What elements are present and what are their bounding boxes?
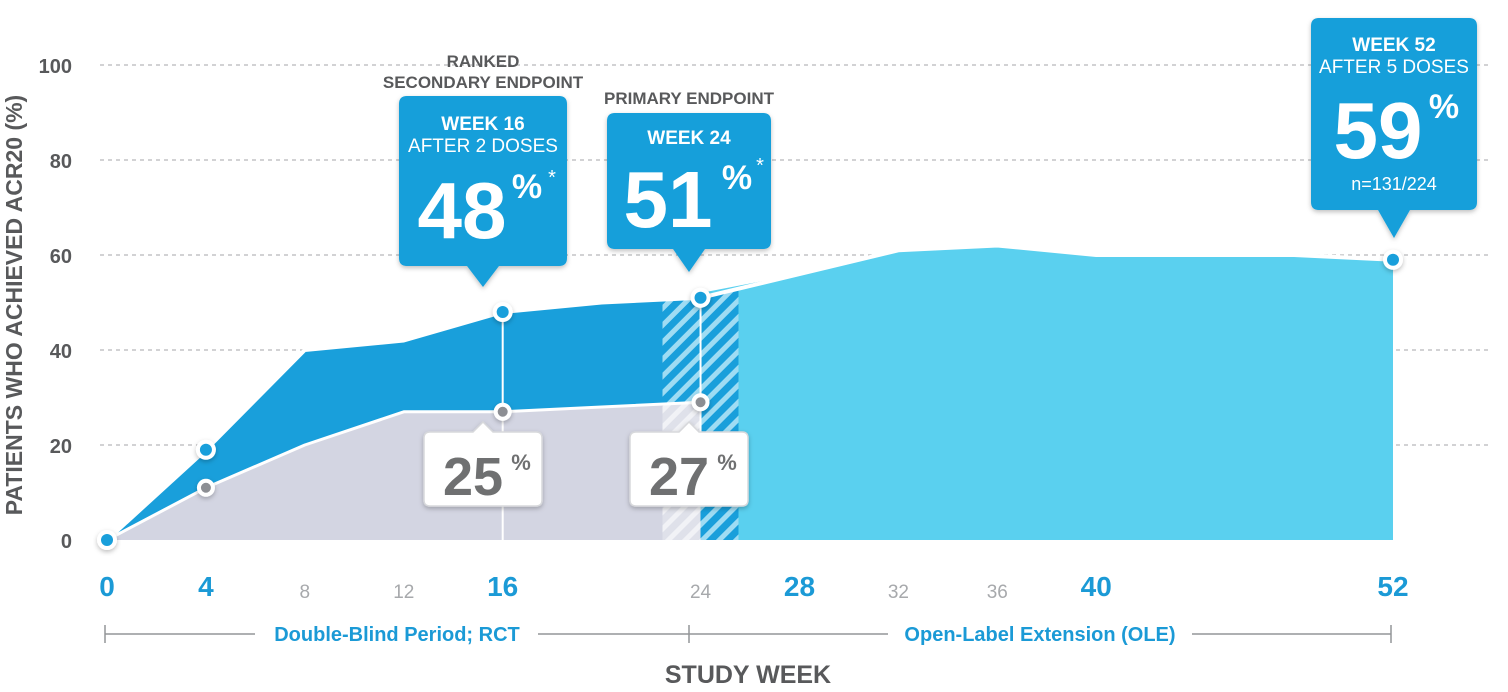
callout-wk16-box xyxy=(399,96,567,287)
x-tick-label-4: 4 xyxy=(198,571,214,602)
callout-wk24-value: 51 xyxy=(624,155,713,244)
data-areas xyxy=(107,245,1393,540)
marker-active-wk24 xyxy=(694,291,707,304)
area-ole xyxy=(700,245,1393,540)
callout-placebo-wk24-value: 27 xyxy=(649,447,709,507)
callout-placebo-wk24-sup: % xyxy=(717,450,737,475)
x-tick-label-36: 36 xyxy=(987,582,1008,603)
callout-wk52-line1: WEEK 52 xyxy=(1352,35,1435,56)
callout-wk52-value: 59 xyxy=(1334,86,1423,175)
x-axis-ticks: 0 4 8 12 16 24 28 32 36 40 52 xyxy=(99,571,1408,603)
data-markers xyxy=(97,249,1403,550)
callout-wk24-sup: % xyxy=(722,159,752,197)
callout-placebo-wk16-sup: % xyxy=(511,450,531,475)
callout-wk52-sup: % xyxy=(1429,88,1459,126)
marker-active-wk0 xyxy=(101,534,113,546)
callout-wk24-line1: WEEK 24 xyxy=(647,128,731,149)
y-axis-ticks: 0 20 40 60 80 100 xyxy=(39,56,72,553)
y-tick-label-40: 40 xyxy=(50,341,72,363)
x-tick-label-12: 12 xyxy=(393,582,414,603)
callout-wk16-above-1: RANKED xyxy=(447,52,520,71)
area-placebo xyxy=(107,402,701,540)
callout-wk16-value: 48 xyxy=(418,166,507,255)
marker-placebo-wk16 xyxy=(497,406,508,417)
callout-wk16-sup: % xyxy=(512,168,542,206)
callout-wk16-line2: AFTER 2 DOSES xyxy=(408,136,558,157)
x-tick-label-16: 16 xyxy=(487,571,518,602)
callout-placebo-wk24-box xyxy=(629,420,749,507)
callout-wk52-note: n=131/224 xyxy=(1351,174,1437,194)
callout-wk52-box xyxy=(1311,18,1477,238)
callout-wk24-box xyxy=(607,113,771,272)
callout-wk16-star: * xyxy=(548,167,556,189)
y-tick-label-0: 0 xyxy=(61,531,72,553)
marker-ole-wk52 xyxy=(1387,253,1399,266)
x-tick-label-52: 52 xyxy=(1377,571,1408,602)
callout-wk24-star: * xyxy=(756,155,764,177)
callout-placebo-wk16-box xyxy=(423,420,543,507)
callout-wk24-above: PRIMARY ENDPOINT xyxy=(604,89,775,108)
callout-placebo-wk16-value: 25 xyxy=(443,447,503,507)
y-axis-label: PATIENTS WHO ACHIEVED ACR20 (%) xyxy=(1,95,27,515)
period-label-ole: Open-Label Extension (OLE) xyxy=(904,624,1175,646)
x-axis-label: STUDY WEEK xyxy=(665,661,831,689)
x-tick-label-40: 40 xyxy=(1081,571,1112,602)
callout-wk52-line2: AFTER 5 DOSES xyxy=(1319,57,1469,78)
callout-wk16-above-2: SECONDARY ENDPOINT xyxy=(383,73,584,92)
x-tick-label-8: 8 xyxy=(300,582,311,603)
period-bracket: Double-Blind Period; RCT Open-Label Exte… xyxy=(104,624,1392,646)
y-tick-label-60: 60 xyxy=(50,246,72,268)
marker-placebo-wk24 xyxy=(695,397,706,408)
x-tick-label-0: 0 xyxy=(99,571,115,602)
x-tick-label-24: 24 xyxy=(690,582,712,603)
x-tick-label-28: 28 xyxy=(784,571,815,602)
period-label-rct: Double-Blind Period; RCT xyxy=(274,624,520,646)
marker-active-wk16 xyxy=(496,306,509,318)
y-tick-label-20: 20 xyxy=(50,436,72,458)
y-tick-label-80: 80 xyxy=(50,151,72,173)
line-active xyxy=(105,243,1394,542)
callout-wk16-line1: WEEK 16 xyxy=(441,114,524,135)
marker-placebo-wk4 xyxy=(200,482,211,493)
marker-active-wk4 xyxy=(199,443,212,456)
x-tick-label-32: 32 xyxy=(888,582,909,603)
y-tick-label-100: 100 xyxy=(39,56,72,78)
